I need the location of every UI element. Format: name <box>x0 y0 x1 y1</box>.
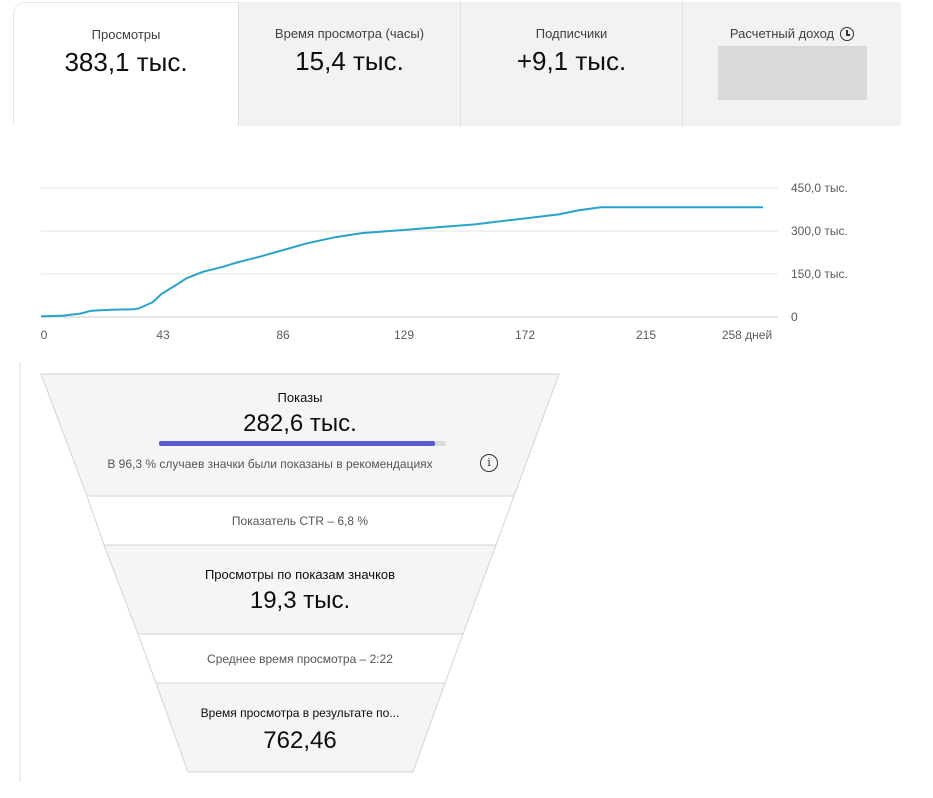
card-watch-time[interactable]: Время просмотра (часы) 15,4 тыс. <box>238 2 460 126</box>
x-tick-label: 43 <box>156 328 170 342</box>
card-views-value: 383,1 тыс. <box>64 47 188 77</box>
ctr-text: Показатель CTR – 6,8 % <box>231 514 369 528</box>
views-series-line <box>40 206 763 318</box>
chart-canvas <box>40 187 778 318</box>
x-tick-label: 0 <box>40 328 48 342</box>
card-views[interactable]: Просмотры 383,1 тыс. <box>13 2 238 126</box>
x-tick-label: 129 <box>393 328 415 342</box>
watch-time-label: Время просмотра в результате по... <box>200 706 400 720</box>
card-subscribers[interactable]: Подписчики +9,1 тыс. <box>460 2 682 126</box>
x-tick-label: 172 <box>514 328 536 342</box>
y-tick-label: 450,0 тыс. <box>791 181 848 195</box>
y-tick-label: 0 <box>791 310 798 324</box>
impressions-note: В 96,3 % случаев значки были показаны в … <box>107 457 433 471</box>
card-watch-time-label: Время просмотра (часы) <box>274 26 425 41</box>
card-views-label: Просмотры <box>91 27 161 42</box>
info-icon[interactable]: i <box>480 454 498 472</box>
views-value: 19,3 тыс. <box>249 587 351 614</box>
impressions-label: Показы <box>277 390 323 405</box>
card-subscribers-value: +9,1 тыс. <box>516 46 627 76</box>
views-label: Просмотры по показам значков <box>204 567 396 582</box>
clock-icon <box>840 27 855 41</box>
metric-cards: Просмотры 383,1 тыс. Время просмотра (ча… <box>13 2 901 126</box>
y-tick-label: 300,0 тыс. <box>791 224 848 238</box>
revenue-redacted-block <box>718 46 867 100</box>
card-subscribers-label: Подписчики <box>535 26 608 41</box>
avg-duration-text: Среднее время просмотра – 2:22 <box>207 652 393 666</box>
impressions-share-fill <box>159 441 436 446</box>
x-tick-label: 258 дней <box>721 328 773 342</box>
y-tick-label: 150,0 тыс. <box>791 267 848 281</box>
impressions-value: 282,6 тыс. <box>243 410 357 437</box>
card-revenue[interactable]: Расчетный доход <box>682 2 901 126</box>
x-tick-label: 86 <box>276 328 290 342</box>
card-revenue-label: Расчетный доход <box>729 26 835 41</box>
views-chart: 450,0 тыс. 300,0 тыс. 150,0 тыс. 0 0 43 … <box>0 170 933 350</box>
x-tick-label: 215 <box>635 328 657 342</box>
impressions-share-bar <box>159 441 446 446</box>
card-watch-time-value: 15,4 тыс. <box>295 46 404 76</box>
watch-time-value: 762,46 <box>263 727 337 754</box>
card-revenue-label-row: Расчетный доход <box>683 26 901 41</box>
